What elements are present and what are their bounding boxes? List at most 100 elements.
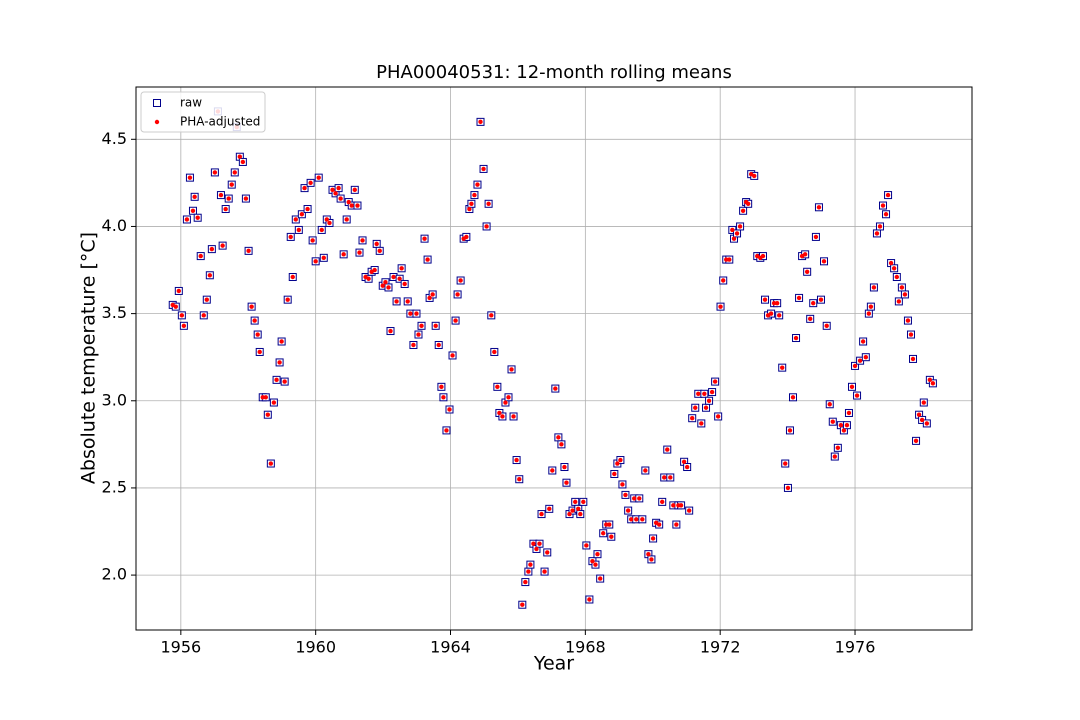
adjusted-point	[427, 295, 432, 301]
adjusted-point	[838, 422, 844, 428]
adjusted-point	[615, 461, 620, 466]
adjusted-point	[321, 255, 326, 261]
adjusted-point	[425, 257, 430, 262]
adjusted-point	[793, 335, 799, 341]
adjusted-point	[731, 236, 737, 241]
adjusted-point	[562, 464, 567, 470]
adjusted-point	[678, 503, 684, 508]
adjusted-point	[397, 276, 402, 281]
adjusted-point	[374, 241, 379, 247]
adjusted-point	[811, 300, 816, 306]
adjusted-point	[469, 201, 474, 206]
adjusted-point	[226, 196, 231, 201]
adjusted-point	[526, 569, 531, 574]
adjusted-point	[790, 395, 796, 400]
adjusted-point	[877, 224, 883, 229]
adjusted-point	[785, 485, 791, 491]
adjusted-point	[268, 461, 274, 466]
adjusted-point	[293, 217, 298, 222]
adjusted-point	[388, 328, 393, 334]
adjusted-point	[690, 416, 695, 421]
adjusted-point	[497, 410, 502, 416]
adjusted-point	[255, 332, 260, 337]
adjusted-point	[745, 201, 751, 206]
adjusted-point	[263, 395, 268, 400]
adjusted-point	[537, 541, 542, 546]
adjusted-point	[916, 412, 922, 417]
adjusted-point	[274, 377, 279, 383]
legend-box	[140, 91, 266, 133]
adjusted-point	[187, 175, 193, 180]
adjusted-point	[240, 159, 246, 165]
x-tick-label: 1972	[700, 638, 741, 657]
adjusted-point	[198, 253, 203, 259]
legend: raw PHA-adjusted	[140, 91, 266, 133]
adjusted-point	[243, 196, 249, 201]
adjusted-point	[681, 459, 687, 464]
adjusted-point	[302, 185, 307, 191]
adjusted-point	[780, 365, 785, 370]
adjusted-point	[715, 414, 721, 419]
ticks: 1956 1960 1964 1968 1972 1976 2.0 2.5 3.0 3.5 4.0 4…	[102, 129, 876, 657]
adjusted-point	[668, 475, 673, 480]
adjusted-point	[296, 227, 302, 233]
adjusted-point	[905, 318, 911, 323]
adjusted-point	[760, 253, 766, 259]
adjusted-point	[896, 299, 902, 304]
adjusted-point	[924, 421, 930, 426]
adjusted-point	[597, 576, 603, 581]
adjusted-point	[279, 339, 284, 344]
adjusted-point	[576, 506, 581, 512]
adjusted-point	[894, 274, 900, 280]
adjusted-point	[854, 393, 860, 398]
adjusted-point	[699, 421, 704, 426]
adjusted-point	[528, 562, 533, 567]
adjusted-point	[341, 252, 346, 257]
adjusted-point	[734, 231, 740, 236]
adjusted-point	[492, 349, 497, 355]
adjusted-point	[402, 281, 407, 287]
adjusted-point	[355, 203, 360, 208]
adjusted-point	[260, 395, 265, 400]
adjusted-point	[539, 511, 544, 517]
adjusted-point	[514, 457, 519, 463]
adjusted-point	[319, 227, 324, 233]
adjusted-point	[646, 551, 651, 557]
adjusted-point	[632, 496, 637, 501]
adjusted-point	[609, 534, 614, 539]
adjusted-point	[204, 297, 209, 302]
adjusted-point	[640, 517, 645, 522]
adjusted-point	[534, 546, 539, 552]
adjusted-point	[209, 246, 215, 252]
y-tick-label: 2.0	[102, 565, 127, 584]
adjusted-point	[288, 234, 293, 240]
legend-label: raw	[180, 96, 202, 110]
adjusted-point	[265, 412, 271, 417]
adjusted-point	[237, 154, 243, 159]
adjusted-point	[489, 313, 494, 318]
adjusted-point	[706, 398, 712, 403]
y-axis-label: Absolute temperature [°C]	[78, 232, 100, 484]
adjusted-point	[422, 236, 427, 241]
adjusted-point	[762, 297, 768, 302]
adjusted-point	[338, 196, 343, 201]
adjusted-point	[511, 414, 516, 419]
adjusted-point	[601, 531, 606, 536]
adjusted-point	[620, 482, 625, 487]
adjusted-point	[495, 384, 500, 390]
adjusted-point	[796, 295, 802, 301]
adjusted-point	[252, 318, 257, 323]
adjusted-point	[891, 266, 897, 271]
adjusted-point	[366, 276, 371, 281]
legend-marker	[154, 119, 160, 125]
adjusted-point	[768, 311, 774, 316]
adjusted-point	[372, 267, 377, 273]
adjusted-point	[207, 273, 213, 278]
x-tick-label: 1968	[565, 638, 606, 657]
adjusted-point	[478, 119, 483, 125]
adjusted-point	[643, 468, 648, 473]
adjusted-point	[846, 410, 852, 416]
adjusted-point	[752, 173, 757, 179]
adjusted-point	[595, 551, 600, 557]
adjusted-point	[927, 377, 933, 383]
